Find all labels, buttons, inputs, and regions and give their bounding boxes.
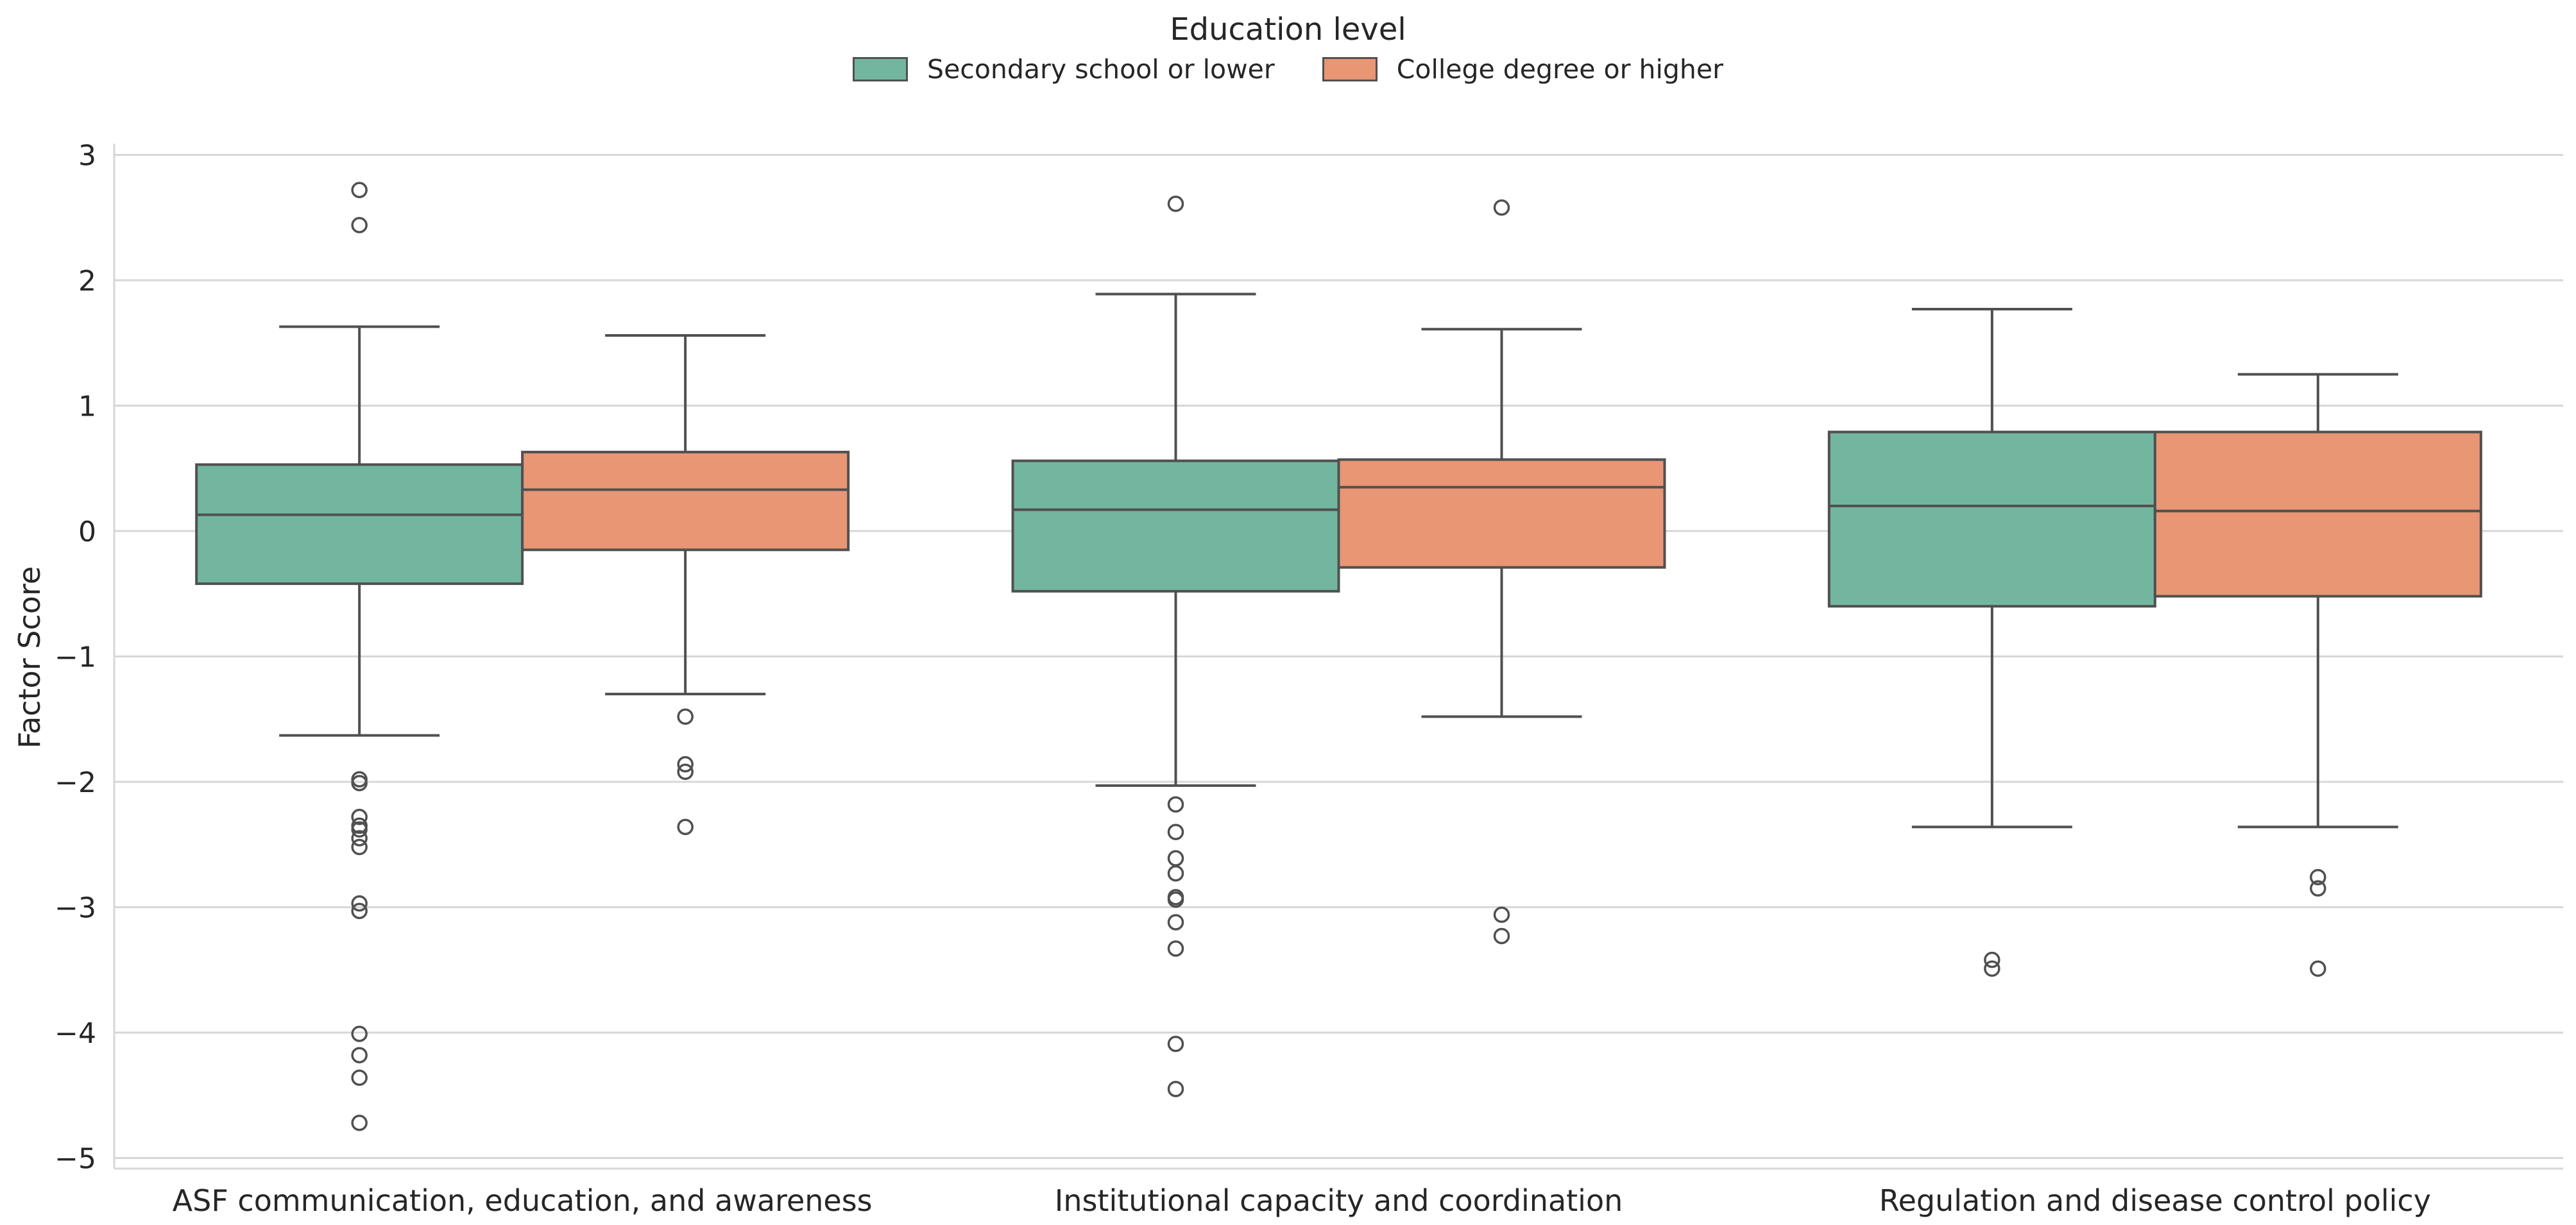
y-tick-label: 1 <box>78 391 96 423</box>
outlier-point <box>1984 960 2000 977</box>
outlier-point <box>351 902 368 920</box>
outlier-point <box>1167 914 1184 931</box>
y-tick-label: 3 <box>78 140 96 173</box>
outlier-point <box>351 838 368 856</box>
legend-label-secondary: Secondary school or lower <box>927 54 1275 85</box>
outlier-point <box>1167 195 1184 212</box>
outlier-point <box>1167 891 1184 908</box>
outlier-point <box>351 217 368 233</box>
outlier-point <box>1167 865 1184 882</box>
outlier-point <box>677 763 694 781</box>
box-group <box>1011 195 1340 1097</box>
legend-item-secondary: Secondary school or lower <box>853 54 1275 85</box>
x-tick-label: ASF communication, education, and awaren… <box>173 1183 873 1218</box>
outlier-point <box>351 1026 368 1042</box>
legend-item-college: College degree or higher <box>1322 54 1723 85</box>
y-tick-label: −2 <box>55 766 96 799</box>
legend-swatch-college <box>1322 57 1378 81</box>
outlier-point <box>1167 850 1184 867</box>
outlier-point <box>351 182 368 198</box>
legend-label-college: College degree or higher <box>1396 54 1723 85</box>
outlier-point <box>351 821 368 838</box>
box <box>1337 458 1666 569</box>
outlier-point <box>1167 1081 1184 1097</box>
box <box>1011 459 1340 593</box>
box-group <box>195 182 524 1131</box>
y-tick-label: 2 <box>78 265 96 298</box>
outlier-point <box>1493 199 1510 216</box>
y-tick-label: −4 <box>55 1017 96 1050</box>
outlier-point <box>351 1047 368 1063</box>
outlier-point <box>351 775 368 791</box>
outlier-point <box>1167 824 1184 840</box>
legend-swatch-secondary <box>853 57 908 81</box>
boxes <box>195 182 2482 1131</box>
outlier-point <box>351 808 368 825</box>
outlier-point <box>2310 880 2326 897</box>
outlier-point <box>2310 868 2326 886</box>
outlier-point <box>351 830 368 847</box>
outlier-point <box>1984 951 2000 968</box>
legend: Secondary school or lower College degree… <box>0 54 2576 85</box>
outlier-point <box>677 818 694 836</box>
y-tick-label: −5 <box>55 1143 96 1176</box>
y-axis: 3 2 1 0 −1 −2 −3 −4 −5 <box>55 140 96 1176</box>
x-tick-label: Regulation and disease control policy <box>1879 1183 2431 1218</box>
outlier-point <box>1493 927 1510 945</box>
outlier-point <box>2310 960 2326 977</box>
legend-title: Education level <box>1170 12 1406 47</box>
box <box>521 450 850 552</box>
outlier-point <box>351 1069 368 1086</box>
outlier-point <box>351 1115 368 1131</box>
grid-lines <box>113 144 2563 1170</box>
outlier-point <box>1167 940 1184 957</box>
y-axis-label: Factor Score <box>12 566 47 748</box>
y-tick-label: 0 <box>78 516 96 548</box>
box-group <box>1337 199 1666 945</box>
box-group <box>1827 307 2156 977</box>
outlier-point <box>1167 796 1184 813</box>
outlier-point <box>677 756 694 773</box>
y-tick-label: −1 <box>55 641 96 674</box>
outlier-point <box>677 708 694 725</box>
outlier-point <box>1167 1035 1184 1052</box>
box-group <box>521 334 850 836</box>
outlier-point <box>351 895 368 912</box>
x-tick-label: Institutional capacity and coordination <box>1055 1183 1623 1218</box>
y-tick-label: −3 <box>55 892 96 925</box>
box-group <box>2153 373 2482 977</box>
box <box>1827 430 2156 608</box>
outlier-point <box>1493 906 1510 923</box>
box <box>2153 430 2482 598</box>
x-axis: ASF communication, education, and awaren… <box>173 1183 2431 1218</box>
box <box>195 463 524 586</box>
